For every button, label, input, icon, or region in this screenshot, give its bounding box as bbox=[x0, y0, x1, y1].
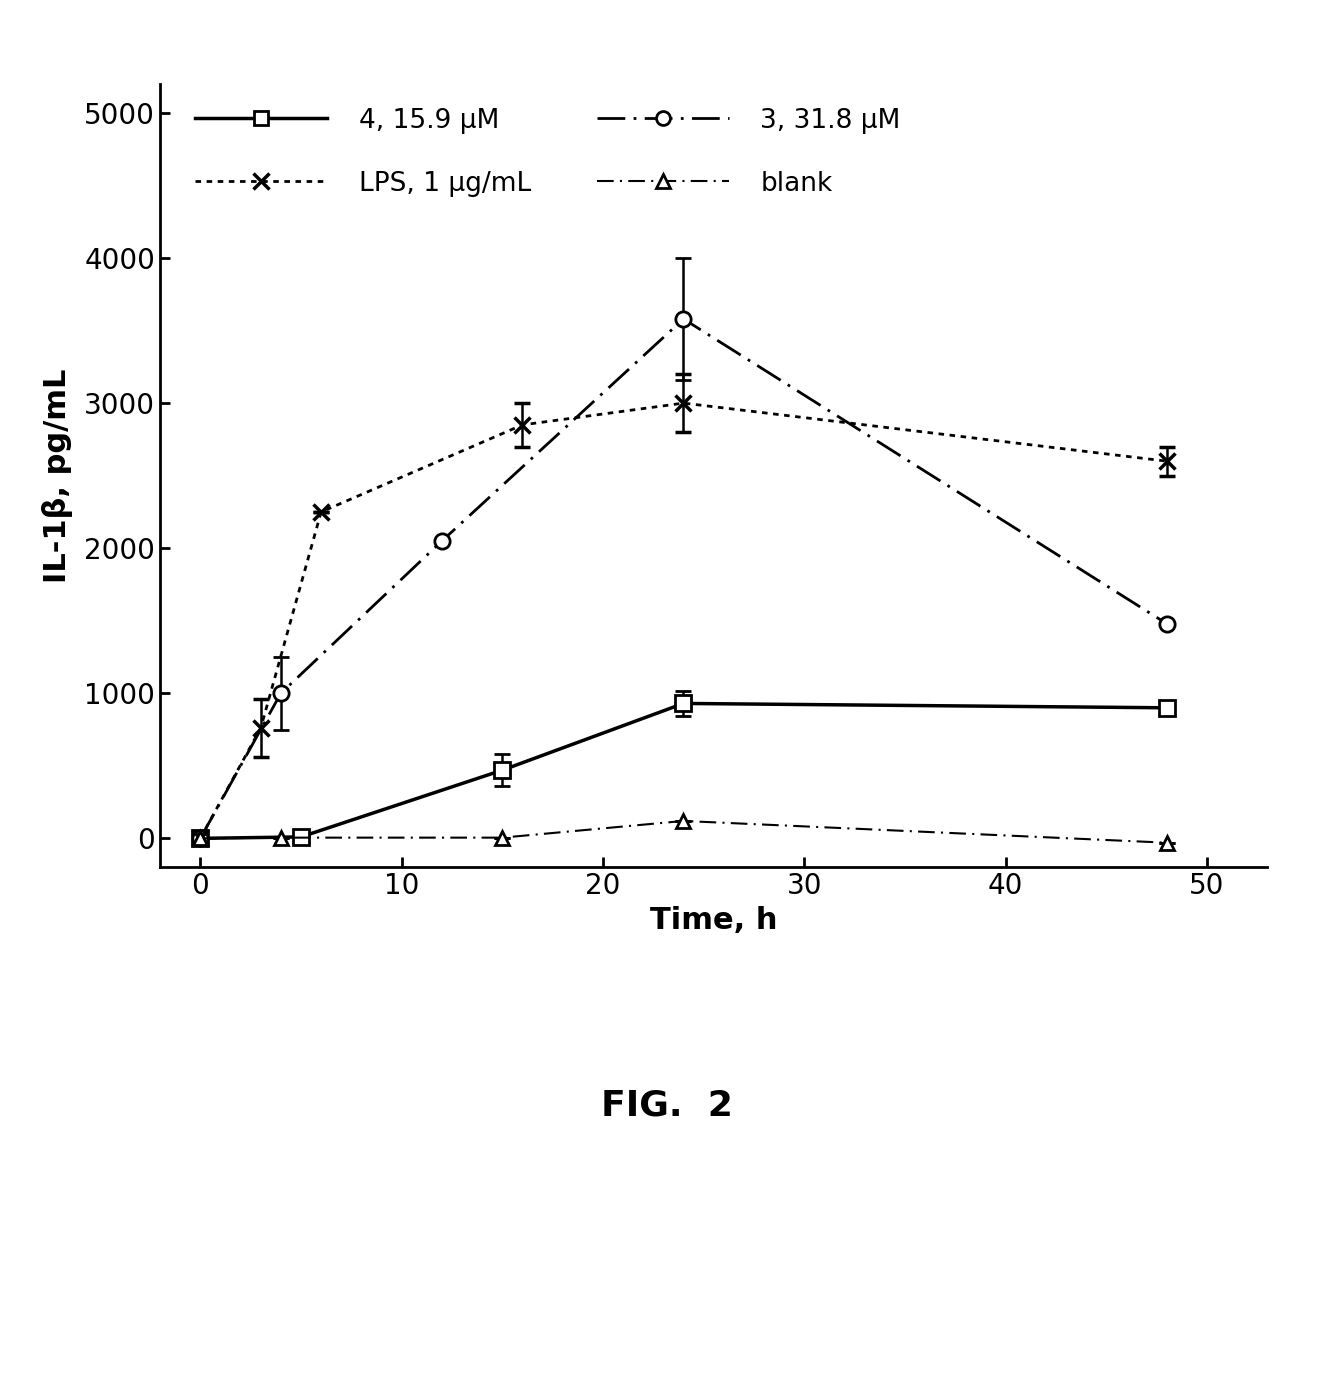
Legend: 4, 15.9 μM, LPS, 1 μg/mL, 3, 31.8 μM, blank: 4, 15.9 μM, LPS, 1 μg/mL, 3, 31.8 μM, bl… bbox=[184, 97, 911, 207]
Y-axis label: IL-1β, pg/mL: IL-1β, pg/mL bbox=[43, 368, 73, 583]
X-axis label: Time, h: Time, h bbox=[650, 905, 778, 935]
Text: FIG.  2: FIG. 2 bbox=[602, 1088, 732, 1122]
